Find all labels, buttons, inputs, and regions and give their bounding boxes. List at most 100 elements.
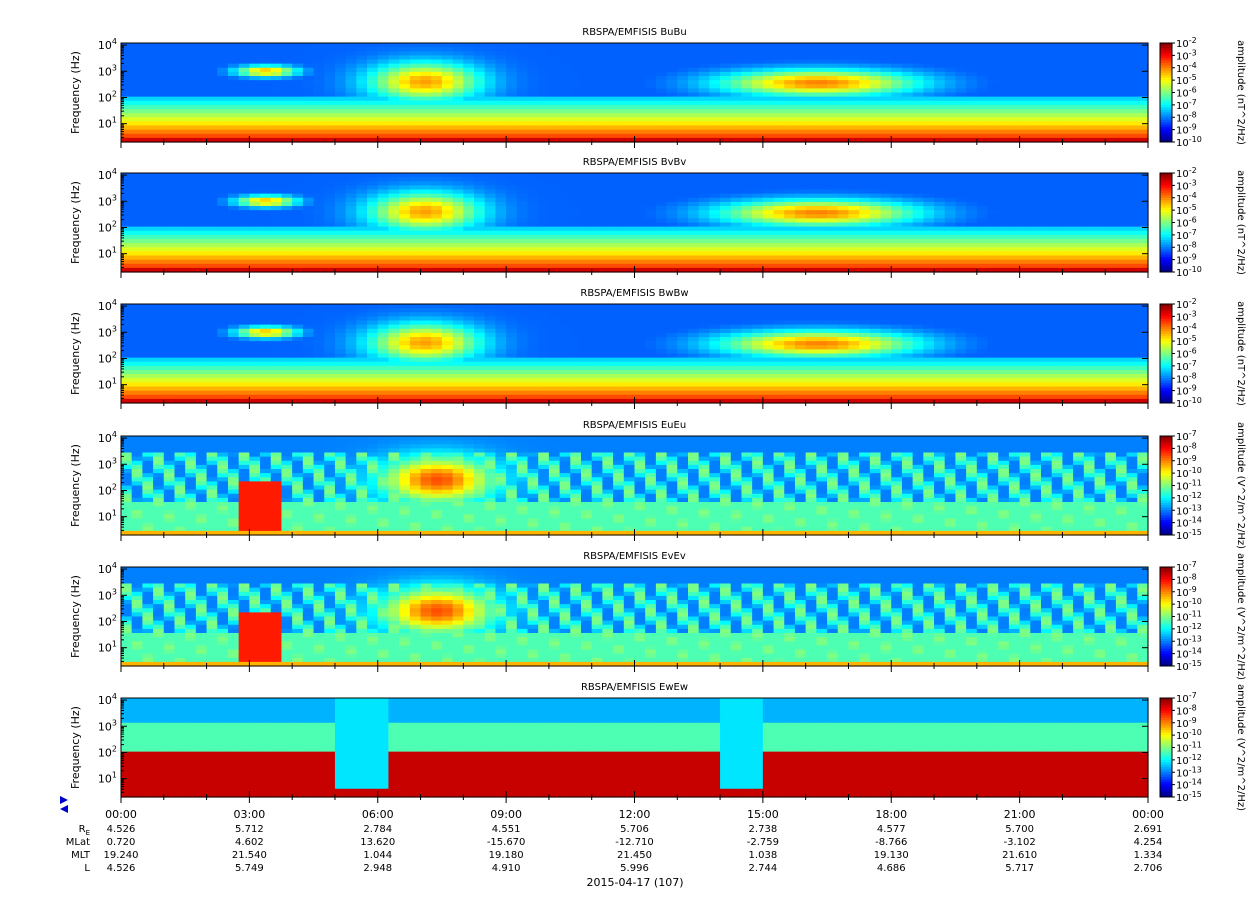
heatmap-cell <box>805 92 817 98</box>
heatmap-cell <box>538 177 550 182</box>
heatmap-cell <box>281 133 293 139</box>
heatmap-cell <box>281 129 293 135</box>
heatmap-cell <box>227 55 240 61</box>
heatmap-cell <box>281 71 293 77</box>
heatmap-cell <box>313 67 325 73</box>
heatmap-cell <box>987 100 999 106</box>
heatmap-cell <box>345 218 357 224</box>
heatmap-cell <box>773 247 785 252</box>
heatmap-cell <box>131 316 143 322</box>
heatmap-cell <box>516 222 529 228</box>
heatmap-cell <box>495 125 507 131</box>
heatmap-cell <box>869 133 882 139</box>
heatmap-cell <box>677 185 689 191</box>
heatmap-cell <box>334 43 347 48</box>
heatmap-cell <box>794 247 807 252</box>
heatmap-cell <box>474 185 486 191</box>
heatmap-cell <box>709 189 721 195</box>
heatmap-cell <box>859 47 871 52</box>
heatmap-cell <box>655 117 668 122</box>
heatmap-cell <box>923 197 935 203</box>
heatmap-cell <box>516 193 529 199</box>
heatmap-cell <box>377 129 390 135</box>
colorbar-swatch <box>1160 104 1172 108</box>
heatmap-cell <box>1126 55 1138 61</box>
heatmap-cell <box>998 173 1010 178</box>
heatmap-cell <box>698 47 710 52</box>
heatmap-cell <box>131 247 143 252</box>
heatmap-cell <box>976 51 989 56</box>
heatmap-cell <box>623 234 636 240</box>
heatmap-cell <box>249 84 261 89</box>
heatmap-cell <box>195 133 208 139</box>
heatmap-cell <box>762 197 775 203</box>
heatmap-cell <box>377 263 390 269</box>
heatmap-cell <box>666 193 678 199</box>
heatmap-cell <box>238 210 250 215</box>
heatmap-cell <box>1019 59 1031 65</box>
heatmap-cell <box>1105 125 1117 131</box>
heatmap-cell <box>324 181 336 186</box>
heatmap-cell <box>174 197 186 203</box>
heatmap-cell <box>484 92 497 98</box>
heatmap-cell <box>698 109 710 114</box>
heatmap-cell <box>1019 117 1031 122</box>
heatmap-cell <box>324 51 336 56</box>
heatmap-cell <box>195 255 208 261</box>
heatmap-cell <box>217 51 229 56</box>
heatmap-cell <box>762 210 775 215</box>
heatmap-cell <box>367 239 379 244</box>
heatmap-cell <box>538 222 550 228</box>
heatmap-cell <box>677 47 689 52</box>
heatmap-cell <box>880 259 892 265</box>
heatmap-cell <box>559 173 571 178</box>
heatmap-cell <box>484 239 497 244</box>
heatmap-cell <box>687 173 700 178</box>
heatmap-cell <box>399 137 411 143</box>
heatmap-cell <box>912 193 924 199</box>
heatmap-cell <box>666 185 678 191</box>
heatmap-cell <box>891 201 903 207</box>
heatmap-cell <box>516 137 529 143</box>
heatmap-cell <box>409 267 422 273</box>
heatmap-cell <box>260 59 272 65</box>
heatmap-cell <box>538 59 550 65</box>
heatmap-cell <box>837 185 850 191</box>
heatmap-cell <box>848 109 860 114</box>
heatmap-cell <box>1008 92 1021 98</box>
heatmap-cell <box>474 47 486 52</box>
heatmap-cell <box>955 67 967 73</box>
heatmap-cell <box>1062 243 1074 248</box>
heatmap-cell <box>666 255 678 261</box>
heatmap-cell <box>976 243 989 248</box>
heatmap-cell <box>1051 181 1064 186</box>
heatmap-cell <box>195 104 208 110</box>
heatmap-cell <box>645 267 657 273</box>
heatmap-cell <box>474 51 486 56</box>
heatmap-cell <box>1073 181 1085 186</box>
heatmap-cell <box>784 218 796 224</box>
heatmap-cell <box>709 173 721 178</box>
heatmap-cell <box>623 185 636 191</box>
heatmap-cell <box>174 71 186 77</box>
heatmap-cell <box>1019 104 1031 110</box>
heatmap-cell <box>1041 92 1053 98</box>
heatmap-cell <box>270 206 283 211</box>
heatmap-cell <box>238 185 250 191</box>
heatmap-cell <box>441 181 454 186</box>
heatmap-cell <box>591 88 604 94</box>
heatmap-cell <box>131 121 143 127</box>
heatmap-cell <box>901 121 914 127</box>
heatmap-cell <box>773 177 785 182</box>
heatmap-cell <box>388 247 400 252</box>
heatmap-cell <box>356 129 368 135</box>
heatmap-cell <box>698 193 710 199</box>
heatmap-cell <box>548 226 561 232</box>
heatmap-cell <box>367 267 379 273</box>
heatmap-cell <box>591 189 604 195</box>
heatmap-cell <box>324 243 336 248</box>
heatmap-cell <box>634 263 646 269</box>
heatmap-cell <box>195 67 208 73</box>
heatmap-cell <box>420 100 432 106</box>
heatmap-cell <box>976 247 989 252</box>
